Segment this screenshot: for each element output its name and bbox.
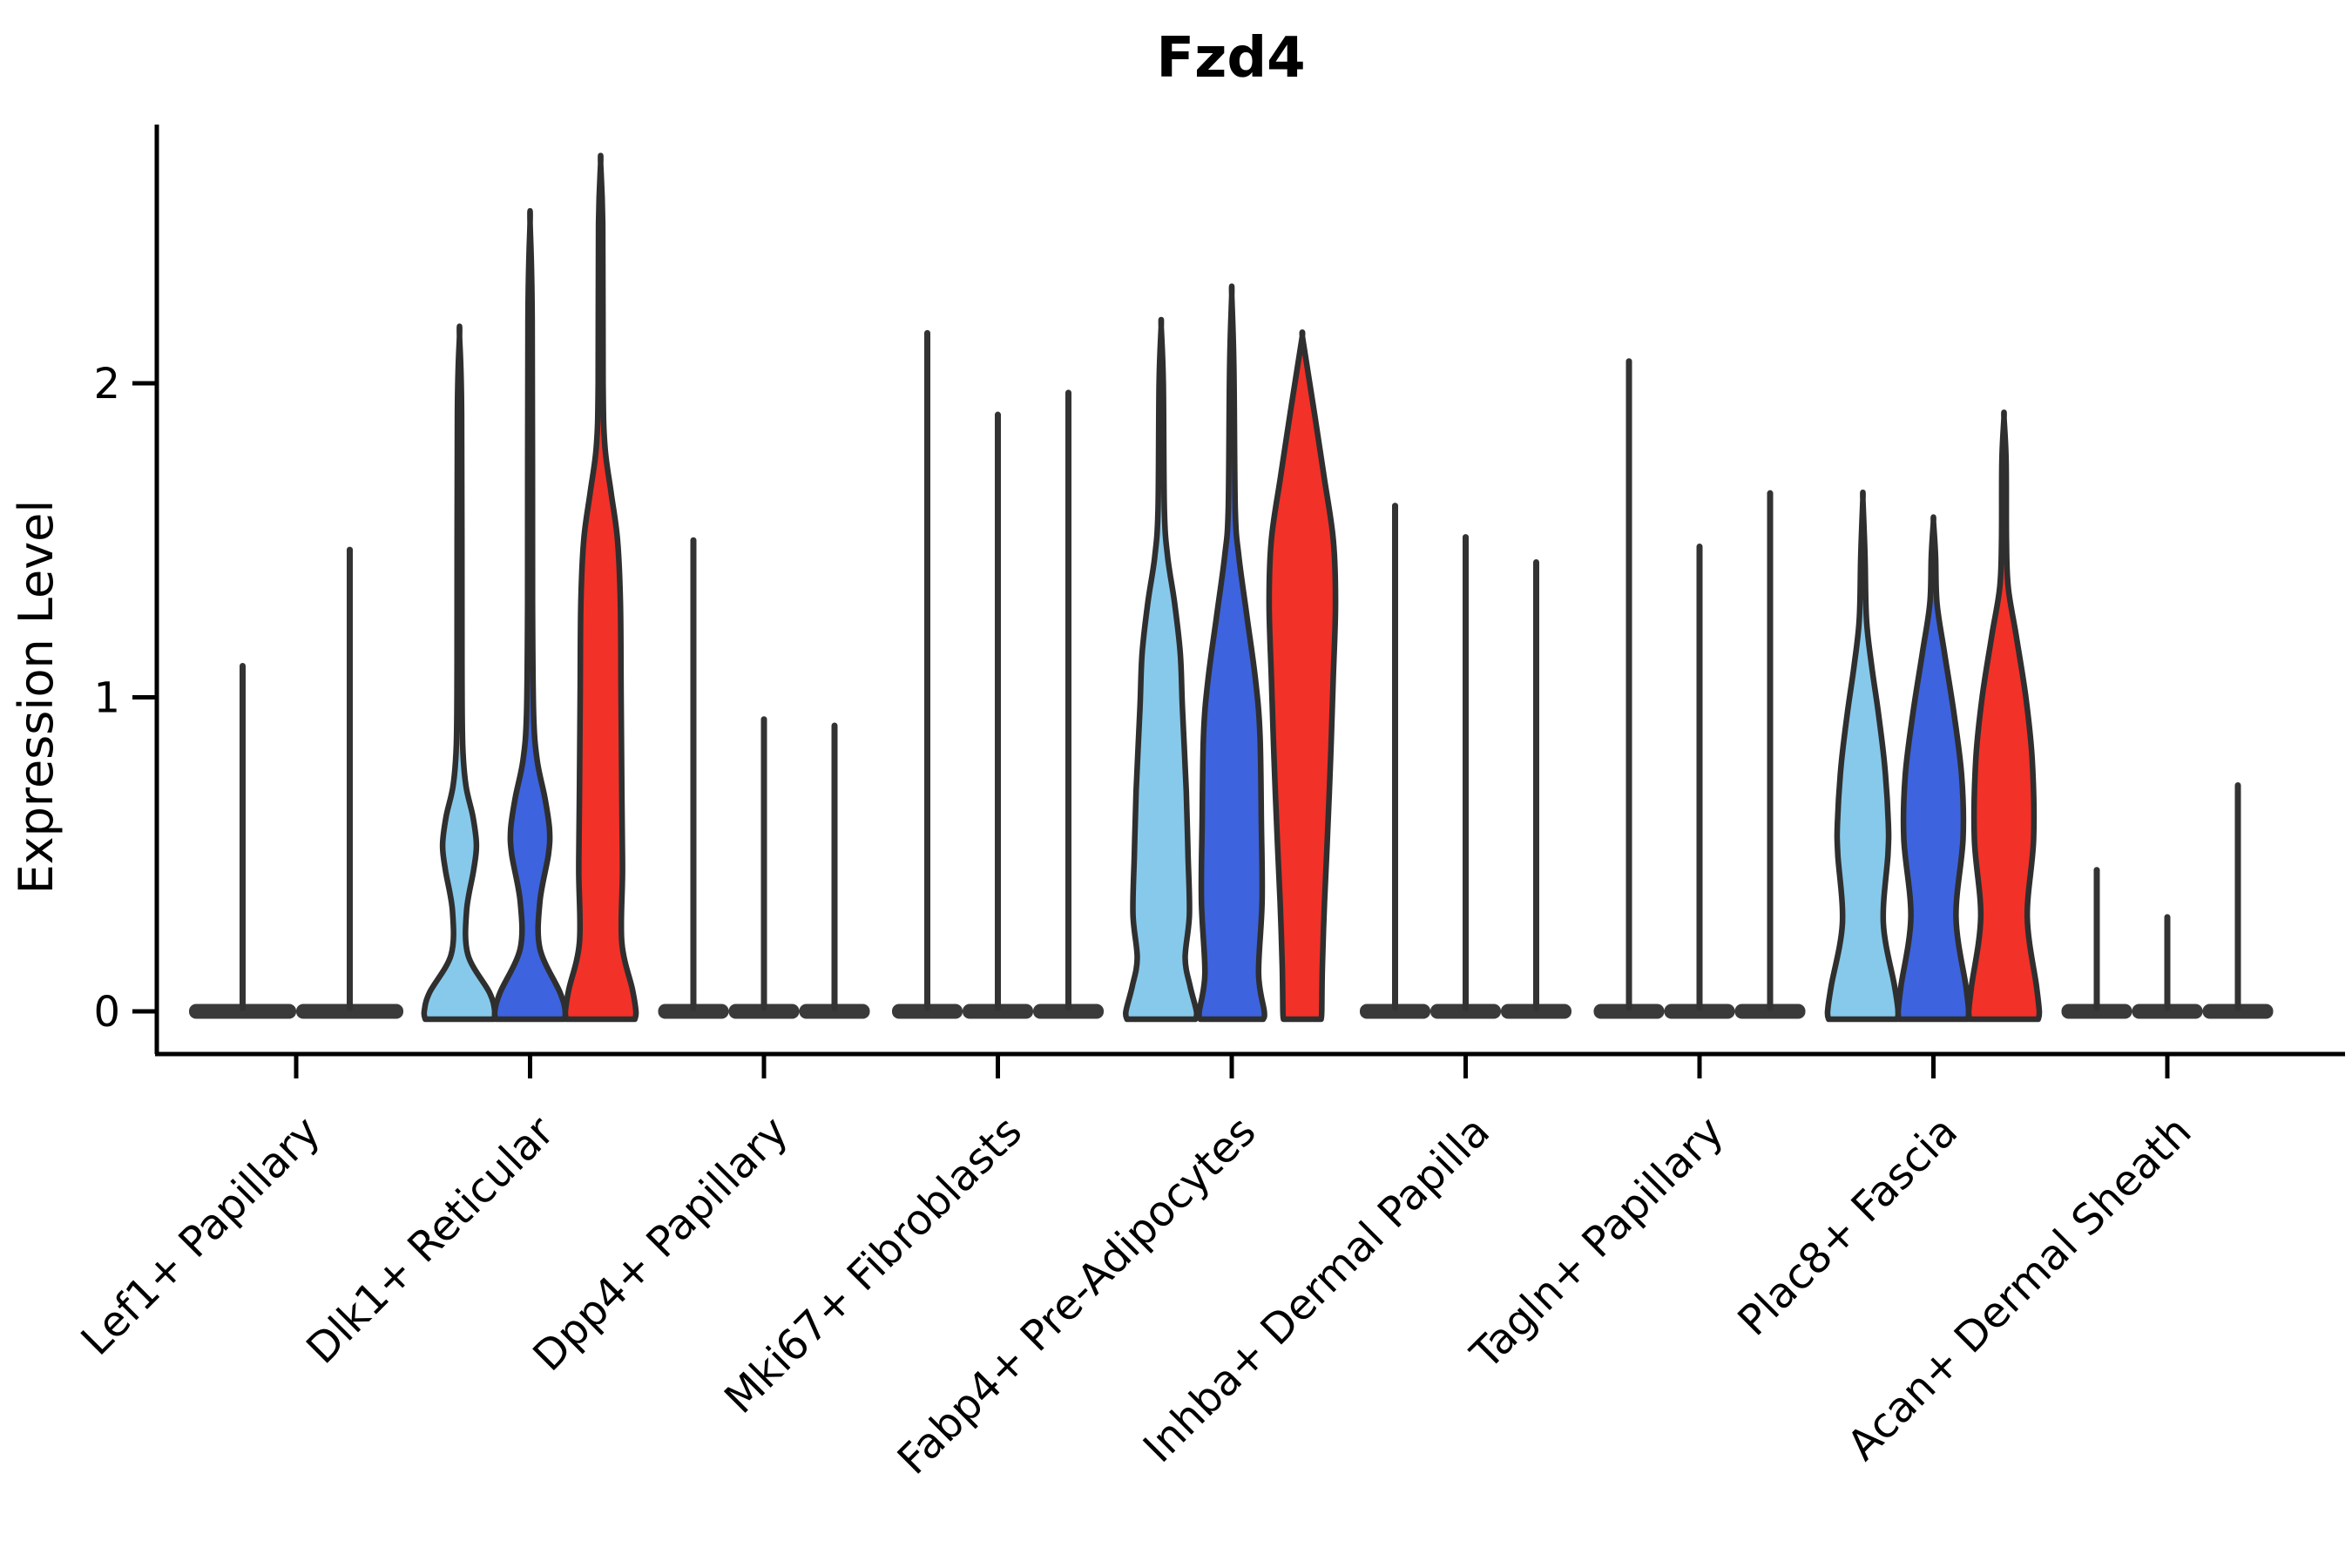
violin-series [189, 152, 2274, 1023]
violin-zero-density-bar [296, 1004, 403, 1019]
violin-body [562, 152, 639, 1023]
violin-zero-density-bar [963, 1004, 1033, 1019]
x-tick-label: Tagln+ Papillary [1461, 1107, 1733, 1379]
violin-zero-density-bar [892, 1004, 963, 1019]
violin-body [1122, 316, 1200, 1023]
violin-zero-density-bar [658, 1004, 729, 1019]
violin-zero-density-bar [1593, 1004, 1665, 1019]
violin-body [1965, 409, 2043, 1023]
violin-zero-density-bar [728, 1004, 800, 1019]
violin-body [1895, 514, 1972, 1023]
violin-zero-density-bar [1501, 1004, 1571, 1019]
violin-body [421, 323, 498, 1023]
y-axis-label: Expression Level [9, 500, 64, 895]
violin-zero-density-bar [2061, 1004, 2132, 1019]
x-tick-label: Dlk1+ Reticular [297, 1107, 564, 1374]
y-tick-label: 2 [93, 360, 120, 409]
violin-body [491, 207, 569, 1023]
y-tick-label: 0 [93, 988, 120, 1037]
y-tick-label: 1 [93, 674, 120, 723]
x-tick-label: Plac8+ Fascia [1728, 1107, 1967, 1346]
violin-zero-density-bar [1664, 1004, 1735, 1019]
chart-title: Fzd4 [1156, 26, 1305, 91]
violin-zero-density-bar [2202, 1004, 2274, 1019]
violin-zero-density-bar [1734, 1004, 1806, 1019]
x-tick-label: Lef1+ Papillary [72, 1107, 330, 1365]
x-tick-label: Dpp4+ Papillary [524, 1107, 797, 1381]
violin-body [1196, 283, 1267, 1023]
axes [132, 125, 2345, 1078]
violin-body [1824, 490, 1902, 1023]
violin-body [1266, 329, 1339, 1023]
violin-zero-density-bar [189, 1004, 296, 1019]
violin-zero-density-bar [1360, 1004, 1430, 1019]
violin-zero-density-bar [2132, 1004, 2203, 1019]
violin-zero-density-bar [799, 1004, 870, 1019]
violin-zero-density-bar [1430, 1004, 1501, 1019]
violin-zero-density-bar [1033, 1004, 1104, 1019]
